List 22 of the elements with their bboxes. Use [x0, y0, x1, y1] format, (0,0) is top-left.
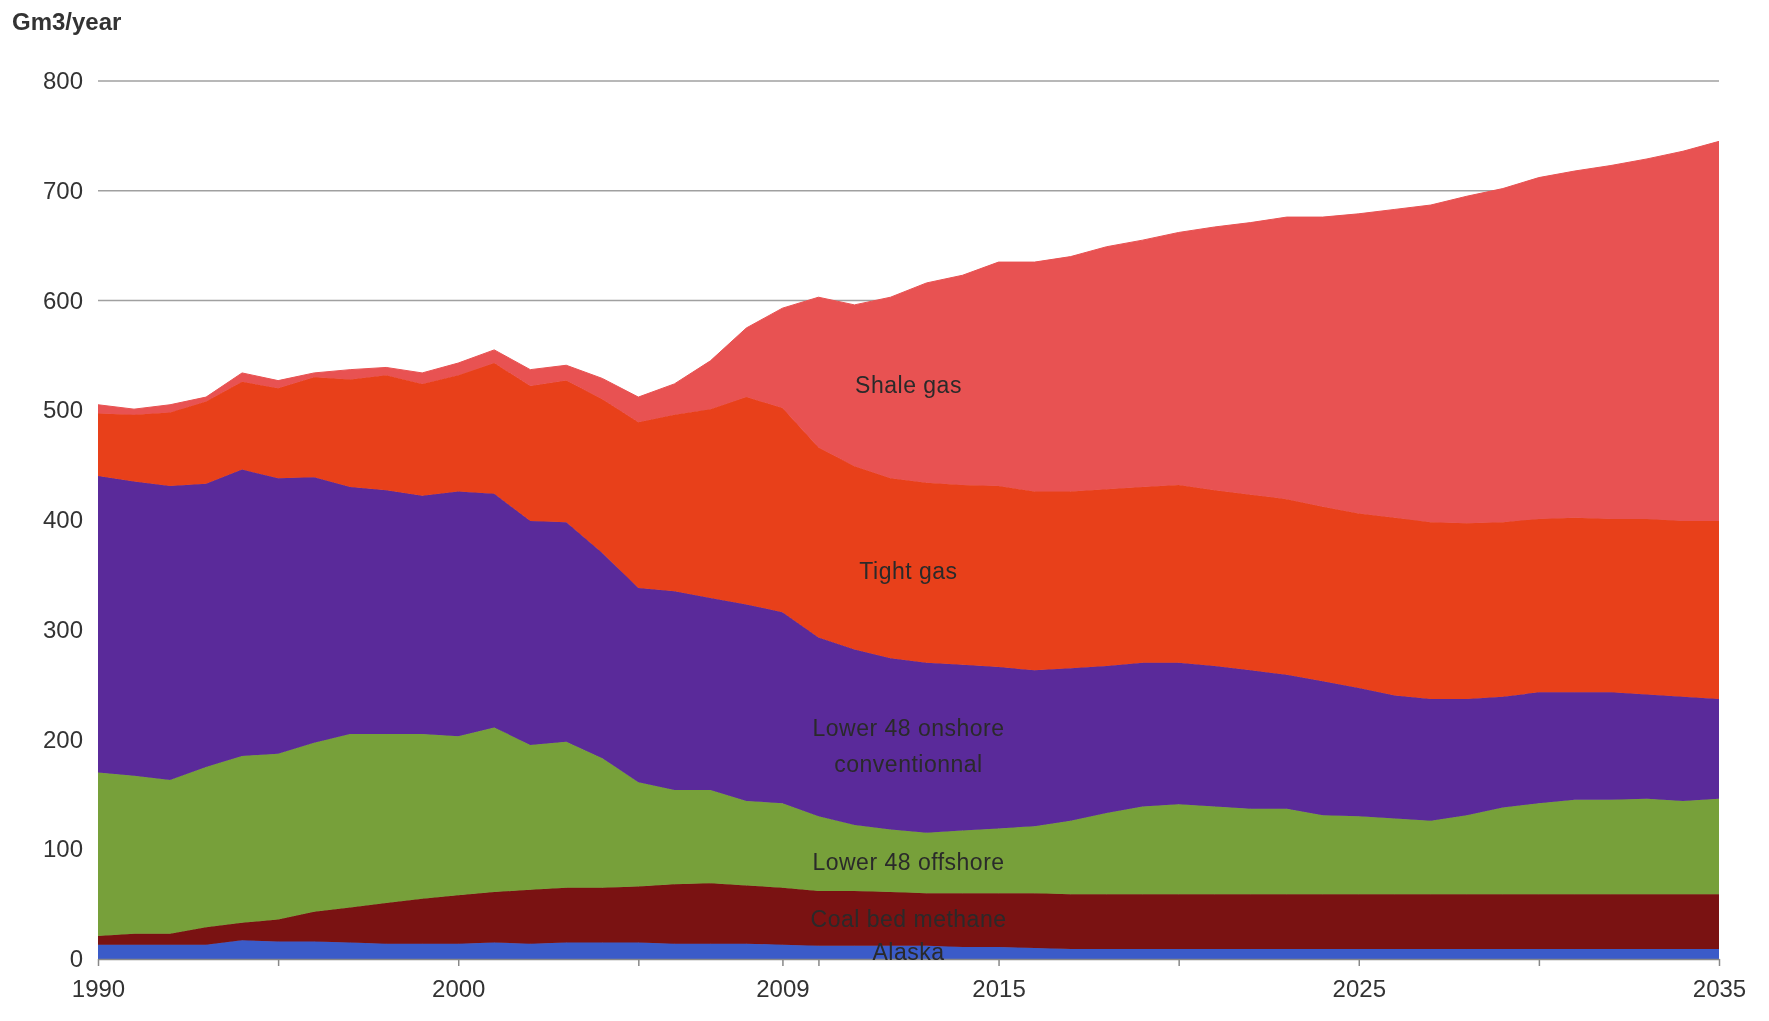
x-tick-label: 2035	[1692, 974, 1747, 1002]
y-tick-label: 200	[42, 725, 83, 753]
series-label: Shale gas	[855, 372, 962, 399]
y-tick-label: 0	[69, 945, 83, 973]
y-tick-label: 800	[42, 67, 83, 95]
y-tick-label: 600	[42, 286, 83, 314]
x-tick-label: 2000	[432, 974, 486, 1002]
x-tick-label: 2015	[972, 974, 1026, 1002]
x-tick-label: 2025	[1332, 974, 1386, 1002]
y-tick-label: 500	[42, 396, 83, 424]
series-label: Alaska	[872, 939, 945, 966]
x-tick-label: 2009	[756, 974, 810, 1002]
series-label: Tight gas	[859, 557, 958, 584]
y-tick-label: 700	[42, 176, 83, 204]
y-tick-label: 100	[42, 835, 83, 863]
series-label: Lower 48 offshore	[812, 848, 1005, 875]
y-tick-label: 400	[42, 506, 83, 534]
series-label: Coal bed methane	[810, 906, 1007, 933]
y-tick-label: 300	[42, 615, 83, 643]
x-tick-label: 1990	[71, 974, 126, 1002]
y-axis-title: Gm3/year	[12, 8, 122, 35]
series-label: Lower 48 onshore conventionnal	[812, 714, 1005, 777]
